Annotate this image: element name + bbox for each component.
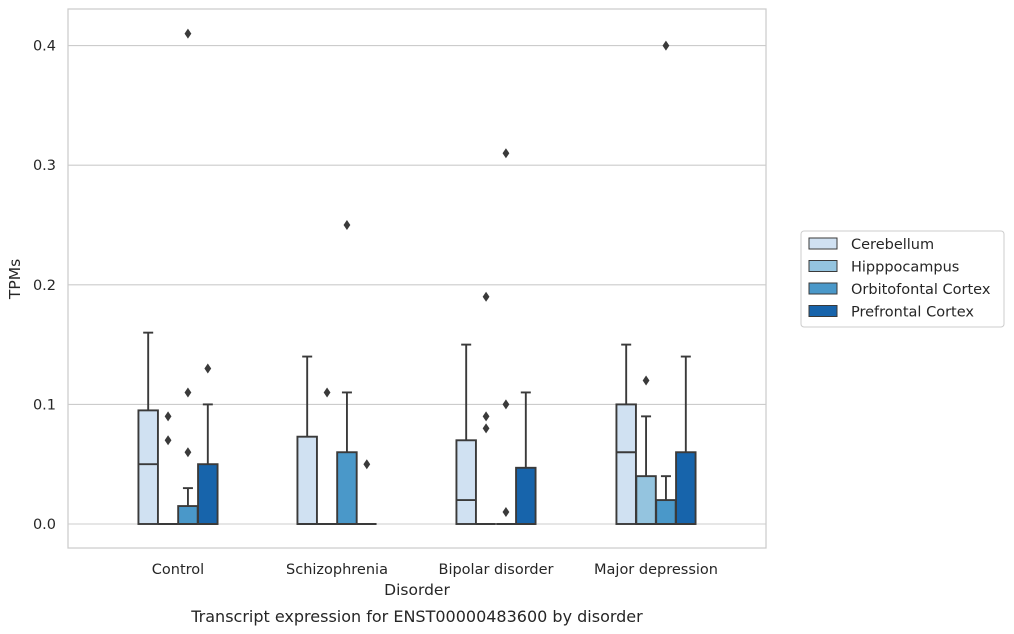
y-axis-title: TPMs: [6, 259, 24, 300]
outlier-point: [184, 28, 192, 39]
plot-frame: [67, 8, 767, 549]
legend-label: Prefrontal Cortex: [851, 305, 974, 321]
box-prefrontal-cortex: [357, 459, 377, 525]
legend-label: Cerebellum: [851, 237, 934, 253]
y-tick-label: 0.3: [33, 158, 56, 174]
x-tick-label: Major depression: [594, 562, 718, 578]
legend-frame: [800, 230, 1005, 328]
box-orbitofontal-cortex: [655, 40, 677, 525]
box-cerebellum: [296, 355, 318, 525]
box-body: [515, 466, 537, 525]
outlier-point: [482, 291, 490, 302]
outlier-point: [184, 387, 192, 398]
outlier-point: [662, 40, 670, 51]
legend-label: Orbitofontal Cortex: [851, 282, 991, 298]
legend: Cerebellum Hipppocampus Orbitofontal Corte…: [800, 230, 1005, 328]
box-body: [675, 451, 697, 525]
outlier-point: [204, 363, 212, 374]
outlier-point: [323, 387, 331, 398]
legend-label: Hipppocampus: [851, 260, 959, 276]
outlier-point: [164, 411, 172, 422]
x-tick-labels: Control Schizophrenia Bipolar disorder Majo…: [152, 562, 718, 578]
box-cerebellum: [615, 343, 637, 525]
x-tick-label: Control: [152, 562, 204, 578]
outlier-point: [184, 447, 192, 458]
box-body: [197, 463, 219, 525]
legend-swatch: [808, 305, 838, 317]
y-tick-label: 0.1: [33, 397, 56, 413]
outlier-point: [363, 459, 371, 470]
y-tick-label: 0.2: [33, 278, 56, 294]
y-tick-label: 0.0: [33, 517, 56, 533]
legend-swatch: [808, 237, 838, 250]
box-hipppocampus: [317, 387, 337, 525]
box-groups: [137, 28, 697, 525]
outlier-point: [164, 435, 172, 446]
y-tick-label: 0.4: [33, 39, 56, 55]
plot-background: [68, 9, 766, 548]
box-prefrontal-cortex: [515, 391, 537, 525]
box-body: [336, 451, 358, 525]
x-tick-label: Bipolar disorder: [439, 562, 554, 578]
box-prefrontal-cortex: [675, 355, 697, 525]
box-orbitofontal-cortex: [496, 148, 516, 525]
outlier-point: [343, 220, 351, 230]
x-tick-label: Schizophrenia: [286, 562, 388, 578]
box-orbitofontal-cortex: [336, 220, 358, 525]
x-axis-title: Disorder: [384, 581, 450, 599]
outlier-point: [482, 423, 490, 434]
outlier-point: [502, 507, 510, 518]
box-body: [615, 403, 637, 525]
box-hipppocampus: [476, 291, 496, 525]
legend-swatch: [808, 282, 838, 295]
box-cerebellum: [455, 343, 477, 525]
box-body: [296, 435, 318, 525]
box-body: [655, 499, 677, 525]
outlier-point: [502, 148, 510, 159]
box-cerebellum: [137, 331, 159, 525]
box-body: [455, 439, 477, 525]
box-body: [137, 409, 159, 525]
outlier-point: [482, 411, 490, 422]
outlier-point: [642, 375, 650, 386]
y-tick-labels: 0.0 0.1 0.2 0.3 0.4: [33, 39, 56, 533]
chart-caption: Transcript expression for ENST0000048360…: [190, 607, 643, 626]
box-hipppocampus: [158, 411, 178, 525]
box-body: [635, 475, 657, 525]
box-prefrontal-cortex: [197, 363, 219, 525]
box-body: [177, 505, 199, 525]
outlier-point: [502, 399, 510, 410]
box-orbitofontal-cortex: [177, 28, 199, 525]
legend-swatch: [808, 260, 838, 272]
